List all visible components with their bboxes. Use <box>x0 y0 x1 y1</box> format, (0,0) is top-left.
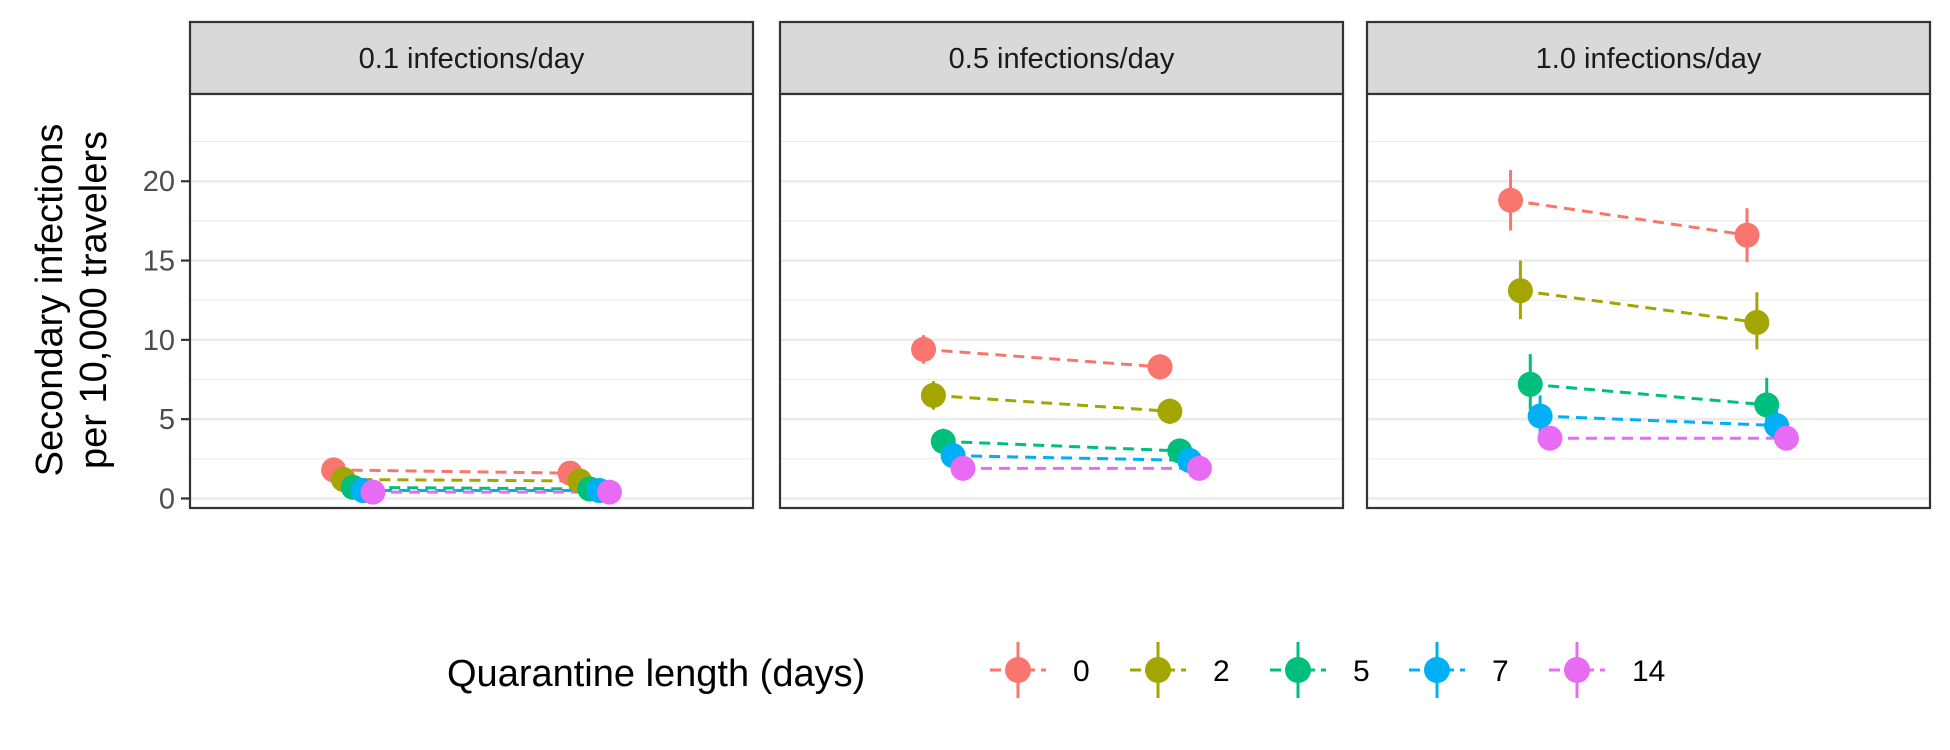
legend-key-14 <box>1549 642 1605 698</box>
data-point-7 <box>1527 403 1553 429</box>
data-point-14 <box>950 455 976 481</box>
series-line-5 <box>1530 382 1779 408</box>
legend-label: 7 <box>1492 655 1509 688</box>
legend-title: Quarantine length (days) <box>447 653 865 695</box>
series-line-2 <box>1520 289 1769 326</box>
y-axis-title-line-2: per 10,000 travelers <box>73 131 115 469</box>
data-point-14 <box>1773 425 1799 451</box>
legend-label: 0 <box>1073 655 1090 688</box>
y-axis: 0 5 10 15 20 <box>143 166 190 515</box>
data-point-2 <box>1157 398 1183 424</box>
legend-key-2 <box>1130 642 1186 698</box>
legend-key-0 <box>990 642 1046 698</box>
facet-panel: 0.5 infections/day <box>778 20 1345 510</box>
y-tick-label: 20 <box>143 166 175 198</box>
y-tick-label: 0 <box>159 483 175 515</box>
facet-strip-label: 0.5 infections/day <box>949 43 1175 75</box>
series-line-5 <box>943 439 1192 453</box>
data-point-2 <box>1507 278 1533 304</box>
y-axis-title-line-1: Secondary infections <box>29 124 71 477</box>
data-point-0 <box>1734 222 1760 248</box>
y-tick-label: 5 <box>159 404 175 436</box>
panel-border <box>778 92 1345 510</box>
data-point-5 <box>1517 371 1543 397</box>
facet-strip <box>778 20 1345 96</box>
data-point-2 <box>1744 309 1770 335</box>
facet-strip <box>188 20 755 96</box>
panels-layer: 0.1 infections/day 0.5 infections/day 1.0 … <box>188 20 1932 510</box>
legend-key-point <box>1564 657 1590 683</box>
legend-key-point <box>1005 657 1031 683</box>
panel-background <box>190 94 753 508</box>
data-point-2 <box>920 382 946 408</box>
data-point-14 <box>360 479 386 505</box>
legend-key-point <box>1285 657 1311 683</box>
y-tick-label: 15 <box>143 246 175 278</box>
legend-label: 2 <box>1213 655 1230 688</box>
legend: Quarantine length (days) 0 2 5 7 14 <box>447 642 1665 698</box>
series-line-0 <box>1510 198 1759 239</box>
series-line-5 <box>353 485 602 491</box>
series-line-0 <box>923 347 1172 370</box>
series-line-0 <box>333 468 582 475</box>
data-point-14 <box>1186 455 1212 481</box>
legend-label: 5 <box>1353 655 1370 688</box>
data-point-0 <box>1147 354 1173 380</box>
facet-strip-label: 1.0 infections/day <box>1536 43 1762 75</box>
panel-background <box>780 94 1343 508</box>
data-point-0 <box>1498 187 1524 213</box>
facet-panel: 1.0 infections/day <box>1365 20 1932 510</box>
data-point-0 <box>911 336 937 362</box>
y-tick-label: 10 <box>143 325 175 357</box>
panel-background <box>1367 94 1930 508</box>
legend-key-point <box>1424 657 1450 683</box>
panel-border <box>188 92 755 510</box>
panel-border <box>1365 92 1932 510</box>
y-axis-title: Secondary infections per 10,000 traveler… <box>29 124 115 477</box>
series-line-2 <box>933 393 1182 414</box>
facet-strip-label: 0.1 infections/day <box>359 43 585 75</box>
legend-key-point <box>1145 657 1171 683</box>
data-point-14 <box>1537 425 1563 451</box>
data-point-5 <box>1754 392 1780 418</box>
facet-panel: 0.1 infections/day <box>188 20 755 510</box>
series-line-2 <box>343 477 592 483</box>
facet-strip <box>1365 20 1932 96</box>
series-line-7 <box>1540 414 1788 428</box>
legend-key-5 <box>1270 642 1326 698</box>
data-point-14 <box>596 479 622 505</box>
legend-key-7 <box>1409 642 1465 698</box>
legend-label: 14 <box>1632 655 1665 688</box>
series-line-7 <box>953 454 1201 463</box>
